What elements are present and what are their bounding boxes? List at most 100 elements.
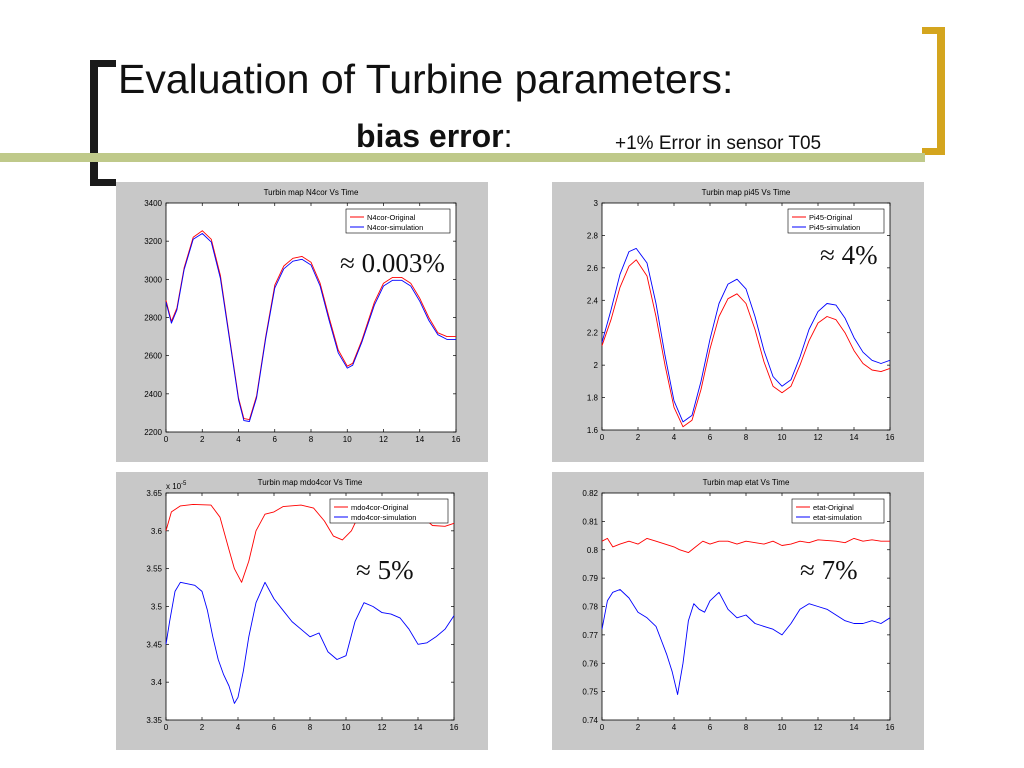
y-tick-label: 0.82 (582, 489, 598, 498)
y-tick-label: 3.55 (146, 565, 162, 574)
y-tick-label: 0.77 (582, 631, 598, 640)
y-tick-label: 3.35 (146, 716, 162, 725)
left-bracket-bottom (90, 179, 116, 186)
annotation-pi45: ≈ 4% (820, 240, 878, 270)
y-tick-label: 0.76 (582, 659, 598, 668)
plot-area (165, 492, 455, 721)
x-tick-label: 16 (886, 433, 895, 442)
x-tick-label: 10 (342, 723, 351, 732)
y-tick-label: 3.4 (151, 678, 163, 687)
x-tick-label: 10 (778, 433, 787, 442)
legend-label: etat-Original (813, 503, 854, 512)
x-tick-label: 12 (814, 723, 823, 732)
x-tick-label: 6 (273, 435, 278, 444)
slide-subtitle: bias error: (356, 118, 513, 155)
legend-label: etat-simulation (813, 513, 862, 522)
x-tick-label: 14 (415, 435, 424, 444)
y-tick-label: 2600 (144, 352, 162, 361)
series-line-simulation (601, 589, 891, 695)
right-bracket-bottom (922, 148, 945, 155)
series-line-simulation (165, 233, 456, 422)
x-tick-label: 16 (452, 435, 461, 444)
left-bracket-top (90, 60, 116, 67)
x-tick-label: 8 (744, 723, 749, 732)
subtitle-note: +1% Error in sensor T05 (615, 133, 822, 154)
x-tick-label: 4 (672, 433, 677, 442)
x-tick-label: 10 (778, 723, 787, 732)
y-tick-label: 0.8 (587, 546, 599, 555)
chart-n4cor: Turbin map N4cor Vs Time 0 2 4 6 8 10 12 14 16 220… (116, 182, 488, 462)
series-line-simulation (601, 247, 891, 423)
y-tick-label: 0.79 (582, 574, 598, 583)
x-tick-label: 14 (850, 723, 859, 732)
right-bracket (937, 27, 945, 155)
y-tick-label: 2.4 (587, 296, 599, 305)
subtitle-bold: bias error (356, 118, 504, 154)
x-tick-label: 6 (272, 723, 277, 732)
x-tick-label: 6 (708, 433, 713, 442)
chart-etat: Turbin map etat Vs Time 0 2 4 6 8 10 12 14 16 0.74… (552, 472, 924, 750)
legend-label: N4cor-Original (367, 213, 416, 222)
y-tick-label: 0.74 (582, 716, 598, 725)
chart-title: Turbin map N4cor Vs Time (264, 188, 359, 197)
x-tick-label: 8 (309, 435, 314, 444)
x-tick-label: 6 (708, 723, 713, 732)
title-rule (0, 153, 925, 162)
y-tick-label: 0.78 (582, 603, 598, 612)
y-tick-label: 2.2 (587, 329, 599, 338)
x-tick-label: 12 (378, 723, 387, 732)
chart-title: Turbin map etat Vs Time (703, 478, 790, 487)
x-tick-label: 12 (379, 435, 388, 444)
x-tick-label: 4 (236, 723, 241, 732)
right-bracket-top (922, 27, 945, 34)
x-tick-label: 16 (450, 723, 459, 732)
y-tick-label: 1.6 (587, 426, 599, 435)
x-tick-label: 14 (850, 433, 859, 442)
annotation-n4cor: ≈ 0.003% (340, 248, 445, 278)
plot-area (601, 492, 891, 721)
legend-label: mdo4cor-simulation (351, 513, 416, 522)
y-tick-label: 3200 (144, 237, 162, 246)
legend-label: Pi45-Original (809, 213, 853, 222)
y-tick-label: 3400 (144, 199, 162, 208)
legend-box (791, 498, 885, 524)
y-tick-label: 2400 (144, 390, 162, 399)
y-tick-label: 1.8 (587, 394, 599, 403)
chart-title: Turbin map pi45 Vs Time (702, 188, 791, 197)
series-line-original (601, 537, 890, 554)
legend-box (787, 208, 885, 234)
y-tick-label: 3.65 (146, 489, 162, 498)
y-tick-label: 0.81 (582, 517, 598, 526)
x-tick-label: 4 (236, 435, 241, 444)
y-tick-label: 0.75 (582, 688, 598, 697)
x-tick-label: 8 (308, 723, 313, 732)
y-tick-label: 3.6 (151, 527, 163, 536)
x-tick-label: 2 (200, 723, 205, 732)
subtitle-colon: : (503, 118, 513, 154)
series-line-simulation (165, 581, 455, 704)
y-tick-label: 2200 (144, 428, 162, 437)
legend-box (345, 208, 451, 234)
x-tick-label: 12 (814, 433, 823, 442)
x-tick-label: 8 (744, 433, 749, 442)
y-tick-label: 3 (594, 199, 599, 208)
x-tick-label: 14 (414, 723, 423, 732)
series-line-original (601, 259, 891, 428)
annotation-mdo4cor: ≈ 5% (356, 555, 414, 585)
y-tick-label: 2 (594, 361, 599, 370)
x-tick-label: 16 (886, 723, 895, 732)
chart-pi45: Turbin map pi45 Vs Time 0 2 4 6 8 10 12 14 16 1.6 1… (552, 182, 924, 462)
left-bracket (90, 60, 98, 186)
x-tick-label: 0 (600, 433, 605, 442)
y-tick-label: 3.5 (151, 603, 163, 612)
y-exponent-label: x 10 (166, 482, 182, 491)
y-tick-label: 2.6 (587, 264, 599, 273)
y-exponent-power: -5 (181, 481, 187, 487)
x-tick-label: 2 (200, 435, 205, 444)
x-tick-label: 2 (636, 433, 641, 442)
y-tick-label: 2800 (144, 314, 162, 323)
annotation-etat: ≈ 7% (800, 555, 858, 585)
plot-area (601, 202, 891, 431)
legend-label: N4cor-simulation (367, 223, 423, 232)
x-tick-label: 4 (672, 723, 677, 732)
